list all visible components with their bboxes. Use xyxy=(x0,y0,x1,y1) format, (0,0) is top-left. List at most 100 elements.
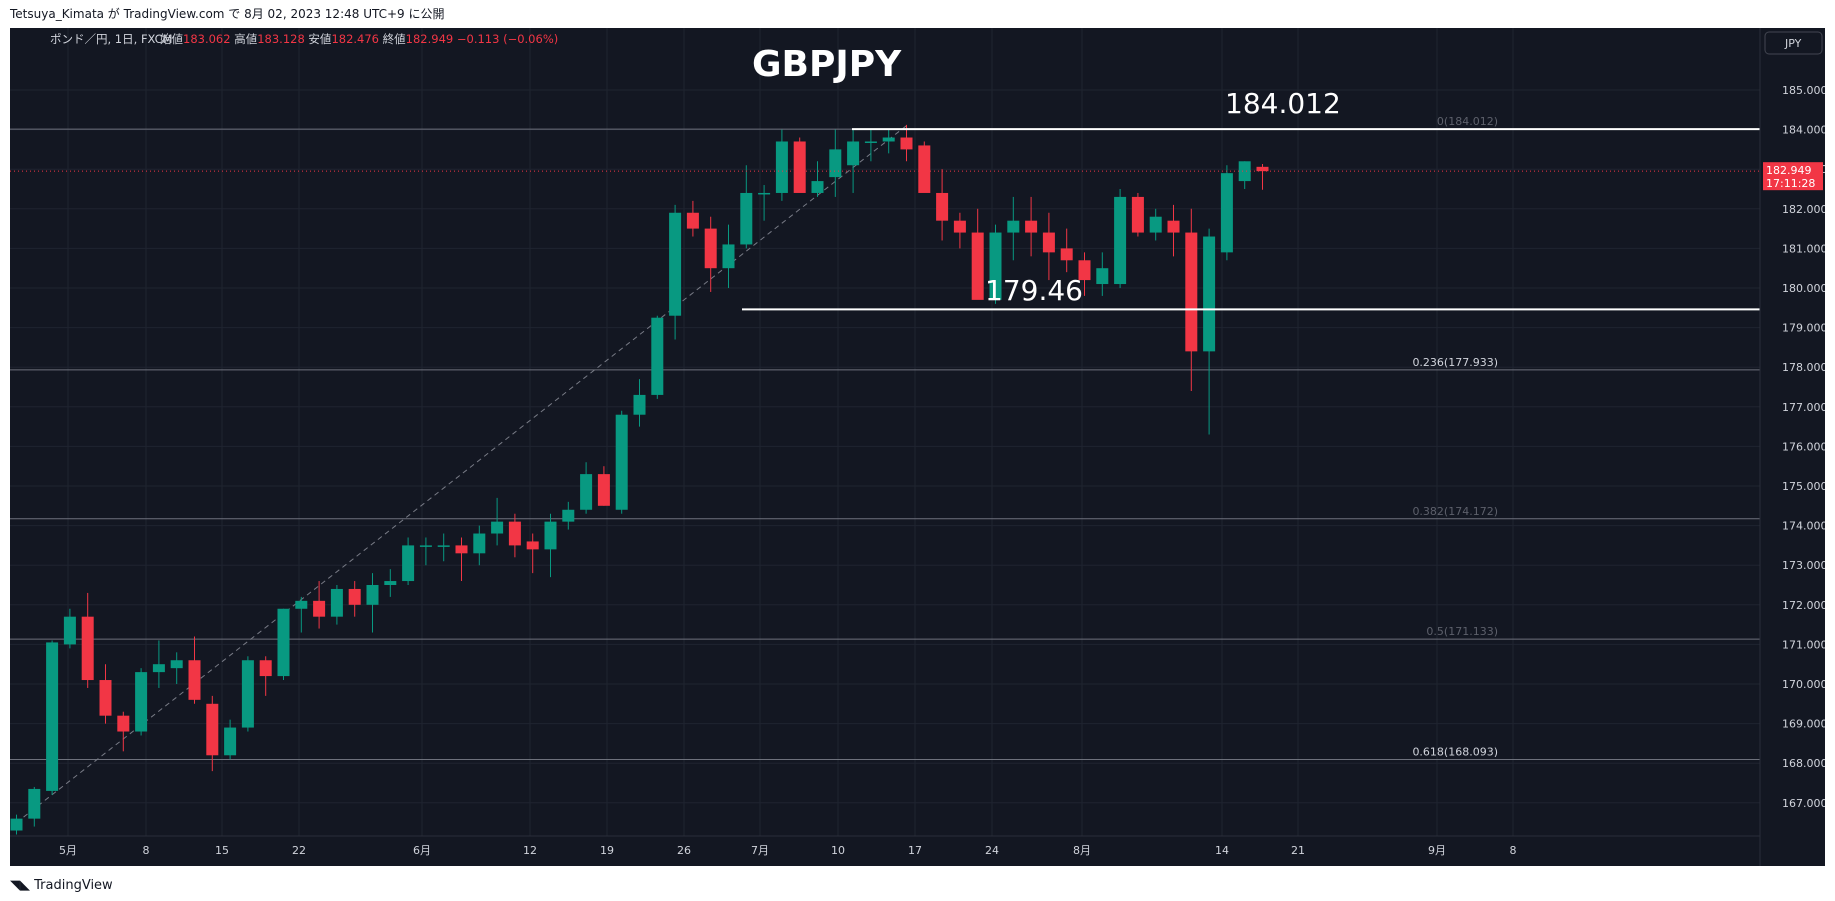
candle-body xyxy=(971,232,984,300)
svg-text:始値183.062 高値183.128 安値182.476: 始値183.062 高値183.128 安値182.476 終値182.949 … xyxy=(160,32,558,46)
candle-body xyxy=(170,660,183,669)
currency-button-label[interactable]: JPY xyxy=(1784,37,1802,50)
candle-body xyxy=(562,509,575,522)
candle-body xyxy=(384,581,397,585)
fib-level-label: 0.236(177.933) xyxy=(1412,356,1498,369)
candle-body xyxy=(989,232,1002,300)
low-value: 182.476 xyxy=(331,32,379,46)
time-tick-label: 12 xyxy=(523,844,537,857)
price-tick-label: 177.000 xyxy=(1782,401,1825,414)
candle-body xyxy=(544,521,557,550)
time-axis: 5月 8 15 22 6月 12 19 26 7月 10 17 24 8月 14 21 9月 8 xyxy=(10,835,1760,857)
candle-body xyxy=(1131,196,1144,233)
candle-body xyxy=(918,145,931,193)
price-tick-label: 170.000 xyxy=(1782,678,1825,691)
resistance-label: 184.012 xyxy=(1225,87,1341,120)
candle-body xyxy=(330,588,343,617)
candle-body xyxy=(864,141,877,143)
horizontal-lines xyxy=(10,128,1760,311)
tradingview-logo: ◥◣ TradingView xyxy=(10,878,113,893)
time-tick-label: 8 xyxy=(1510,844,1517,857)
last-price-tag: 182.949 17:11:28 xyxy=(1763,162,1823,191)
time-tick-label: 15 xyxy=(215,844,229,857)
open-value: 183.062 xyxy=(183,32,231,46)
candle-body xyxy=(580,474,593,510)
candle-body xyxy=(615,414,628,510)
time-tick-label: 6月 xyxy=(413,844,431,857)
tradingview-icon: ◥◣ xyxy=(10,878,35,893)
candle-body xyxy=(811,181,824,193)
time-tick-label: 24 xyxy=(985,844,999,857)
candle-body xyxy=(1114,196,1127,285)
candle-body xyxy=(758,192,771,195)
candles xyxy=(10,124,1269,835)
candle-body xyxy=(1042,232,1055,253)
time-tick-label: 9月 xyxy=(1428,844,1446,857)
candle-body xyxy=(1149,216,1162,233)
candle-body xyxy=(206,703,219,756)
candle-body xyxy=(455,545,468,554)
candle-body xyxy=(740,192,753,245)
price-tick-label: 181.000 xyxy=(1782,242,1825,255)
price-tick-label: 178.000 xyxy=(1782,361,1825,374)
time-tick-label: 8月 xyxy=(1073,844,1091,857)
price-tick-label: 171.000 xyxy=(1782,638,1825,651)
price-tick-label: 185.000 xyxy=(1782,84,1825,97)
candle-body xyxy=(152,664,165,673)
candle-body xyxy=(348,588,361,605)
price-tick-label: 180.000 xyxy=(1782,282,1825,295)
countdown: 17:11:28 xyxy=(1766,177,1815,190)
candle-body xyxy=(686,212,699,229)
publish-line: Tetsuya_Kimata が TradingView.com で 8月 02… xyxy=(0,0,1835,28)
candle-body xyxy=(99,680,112,716)
candle-body xyxy=(28,788,41,819)
candle-body xyxy=(1167,220,1180,233)
candle-body xyxy=(241,660,254,728)
candle-body xyxy=(704,228,717,269)
candle-body xyxy=(1007,220,1020,233)
candle-body xyxy=(259,660,272,677)
time-tick-label: 14 xyxy=(1215,844,1229,857)
candle-body xyxy=(224,727,237,756)
candle-body xyxy=(722,244,735,269)
candle-body xyxy=(900,137,913,150)
candle-body xyxy=(651,317,664,395)
chart-panel[interactable]: 0(184.012) 0.236(177.933) 0.382(174.172) 0.… xyxy=(10,28,1825,866)
price-tick-label: 167.000 xyxy=(1782,797,1825,810)
fib-level-label: 0.382(174.172) xyxy=(1412,505,1498,518)
time-tick-label: 17 xyxy=(908,844,922,857)
time-tick-label: 21 xyxy=(1291,844,1305,857)
time-tick-label: 5月 xyxy=(59,844,77,857)
candle-body xyxy=(1220,173,1233,253)
time-tick-label: 22 xyxy=(292,844,306,857)
candlestick-chart[interactable]: 0(184.012) 0.236(177.933) 0.382(174.172) 0.… xyxy=(10,28,1825,866)
candle-body xyxy=(10,818,23,831)
candle-body xyxy=(117,715,130,732)
currency-button[interactable]: JPY xyxy=(1764,31,1823,55)
candle-body xyxy=(1096,268,1109,285)
candle-body xyxy=(1078,260,1091,281)
time-tick-label: 7月 xyxy=(751,844,769,857)
candle-body xyxy=(366,585,379,605)
candle-body xyxy=(437,545,450,547)
candle-body xyxy=(936,192,949,221)
price-tick-label: 174.000 xyxy=(1782,520,1825,533)
candle-body xyxy=(81,616,94,681)
candle-body xyxy=(135,672,148,732)
price-tick-label: 172.000 xyxy=(1782,599,1825,612)
price-tick-label: 175.000 xyxy=(1782,480,1825,493)
candle-body xyxy=(1060,248,1073,261)
candle-body xyxy=(295,600,308,609)
close-label: 終値 xyxy=(379,32,406,46)
candle-body xyxy=(1025,220,1038,233)
candle-body xyxy=(313,600,326,617)
candle-body xyxy=(1185,232,1198,352)
candle-body xyxy=(473,533,486,554)
time-tick-label: 26 xyxy=(677,844,691,857)
chart-title: GBPJPY xyxy=(752,44,902,85)
price-tick-label: 184.000 xyxy=(1782,124,1825,137)
ohlc-readout: 始値183.062 高値183.128 安値182.476 終値182.949 … xyxy=(160,32,558,46)
high-value: 183.128 xyxy=(257,32,305,46)
candle-body xyxy=(419,545,432,547)
last-price: 182.949 xyxy=(1766,164,1812,177)
